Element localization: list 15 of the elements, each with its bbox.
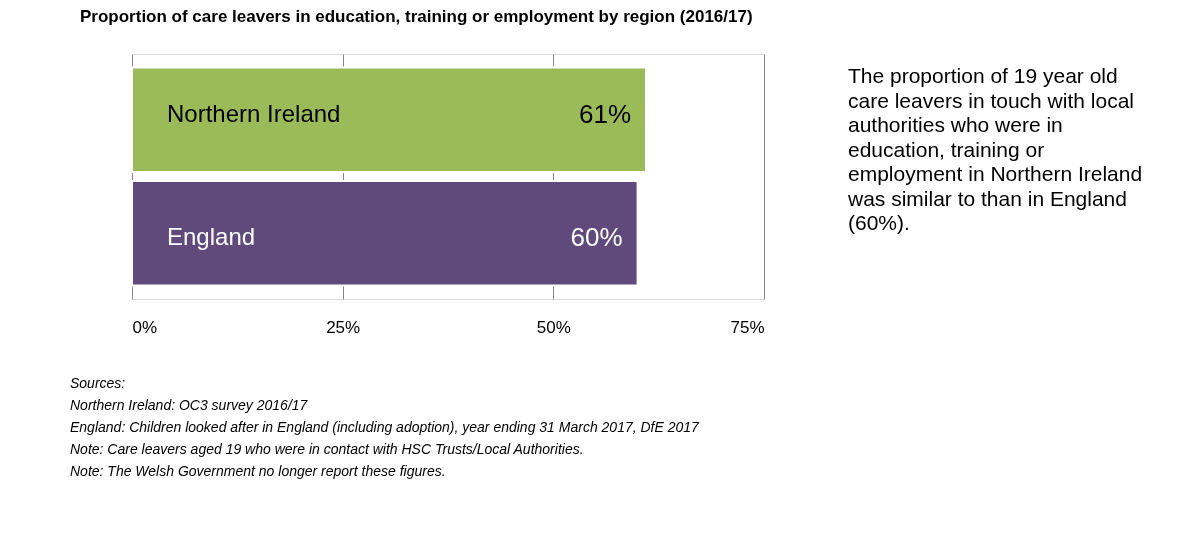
x-tick-label: 75% (730, 317, 765, 337)
text: Northern Ireland: OC3 survey 2016/17 (70, 397, 309, 413)
data-label: 60% (570, 221, 623, 252)
data-label: 61% (578, 99, 632, 130)
source-note: Sources: (70, 375, 126, 391)
text: Note: The Welsh Government no longer report these figures. (70, 463, 446, 479)
x-tick-label: 25% (326, 317, 361, 337)
text: The proportion of 19 year old care leavers in touch with local authorities who were in education, training or employment in Northern Ireland was similar to than in England (60%). (847, 64, 1143, 234)
x-tick-label: 50% (536, 317, 571, 337)
text: England: Children looked after in England (including adoption), year ending 31 March 2017, DfE 2017 (70, 419, 701, 435)
chart-title: Proportion of care leavers in education, training or employment by region (2016/17) (80, 7, 753, 26)
y-tick-label: Northern Ireland (167, 100, 341, 128)
text: Note: Care leavers aged 19 who were in contact with HSC Trusts/Local Authorities. (70, 441, 584, 457)
x-tick-label: 0% (132, 317, 158, 337)
y-tick-label: England (167, 222, 256, 250)
